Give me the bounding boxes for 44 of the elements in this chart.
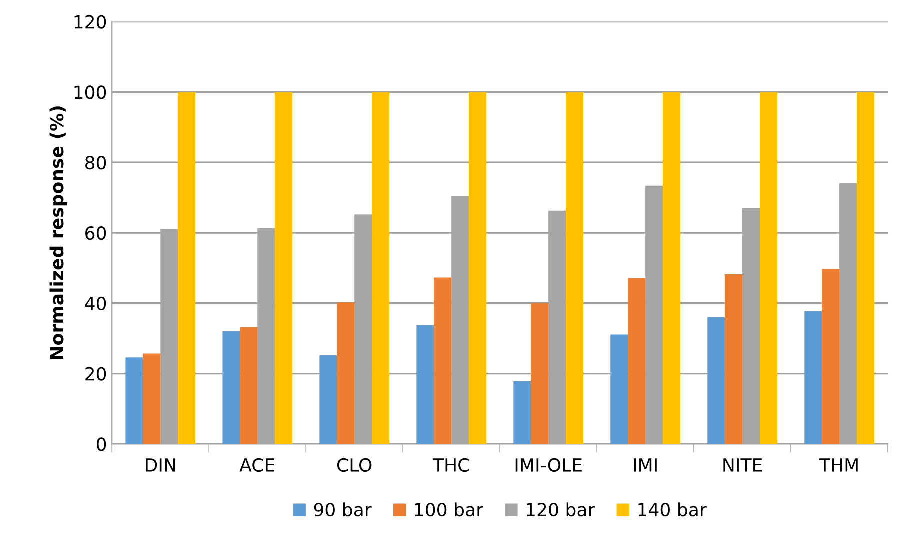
x-tick-label: CLO xyxy=(337,458,372,472)
bar xyxy=(531,303,549,444)
bar xyxy=(416,326,434,444)
bar xyxy=(320,355,338,444)
y-tick-label: 80 xyxy=(86,156,106,170)
bar xyxy=(143,354,161,444)
bar xyxy=(372,92,390,444)
bar xyxy=(178,92,196,444)
y-tick-label: 120 xyxy=(74,15,106,29)
x-tick-label: THM xyxy=(819,458,858,472)
bar xyxy=(222,332,240,444)
bar xyxy=(822,269,840,444)
bar xyxy=(663,92,680,444)
x-tick-label: NITE xyxy=(724,458,762,472)
bar xyxy=(240,327,258,444)
x-tick-label: IMI-OLE xyxy=(516,458,582,472)
bar xyxy=(708,317,726,444)
bar xyxy=(760,92,778,444)
y-tick-label: 100 xyxy=(74,86,106,100)
legend-label: 140 bar xyxy=(638,502,707,517)
bar xyxy=(126,358,144,444)
bar xyxy=(610,334,628,444)
x-tick-label: THC xyxy=(432,458,470,472)
legend-label: 100 bar xyxy=(415,502,484,517)
x-tick-label: ACE xyxy=(240,458,274,472)
bar xyxy=(337,302,355,444)
legend-label: 90 bar xyxy=(314,502,372,517)
bar xyxy=(566,92,584,444)
x-tick-label: IMI xyxy=(634,458,657,472)
legend-label: 120 bar xyxy=(527,502,596,517)
y-tick-label: 40 xyxy=(85,296,106,310)
y-axis-title: Normalized response (%) xyxy=(50,106,68,360)
bar xyxy=(469,92,486,444)
x-tick-label: DIN xyxy=(146,458,176,472)
bar xyxy=(804,311,822,444)
bar xyxy=(434,278,452,444)
y-tick-label: 20 xyxy=(86,367,106,381)
y-tick-label: 0 xyxy=(96,438,106,452)
y-tick-label: 60 xyxy=(86,226,106,240)
bar xyxy=(856,92,874,444)
bar xyxy=(628,278,646,444)
bar xyxy=(725,274,743,444)
bar xyxy=(275,92,293,444)
bar xyxy=(514,382,532,444)
